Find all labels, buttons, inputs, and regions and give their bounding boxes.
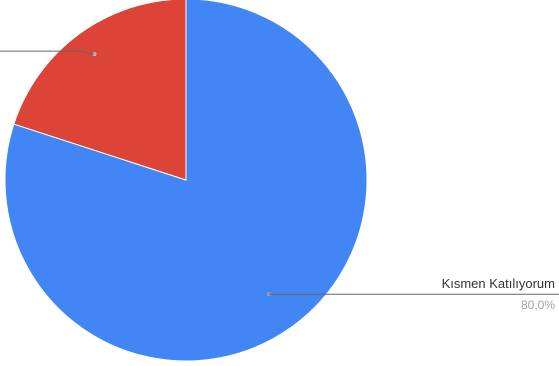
pie-slices <box>5 0 367 361</box>
slice-label-0: Kısmen Katılıyorum <box>442 276 555 291</box>
slice-value-label-0: 80,0% <box>521 298 555 312</box>
